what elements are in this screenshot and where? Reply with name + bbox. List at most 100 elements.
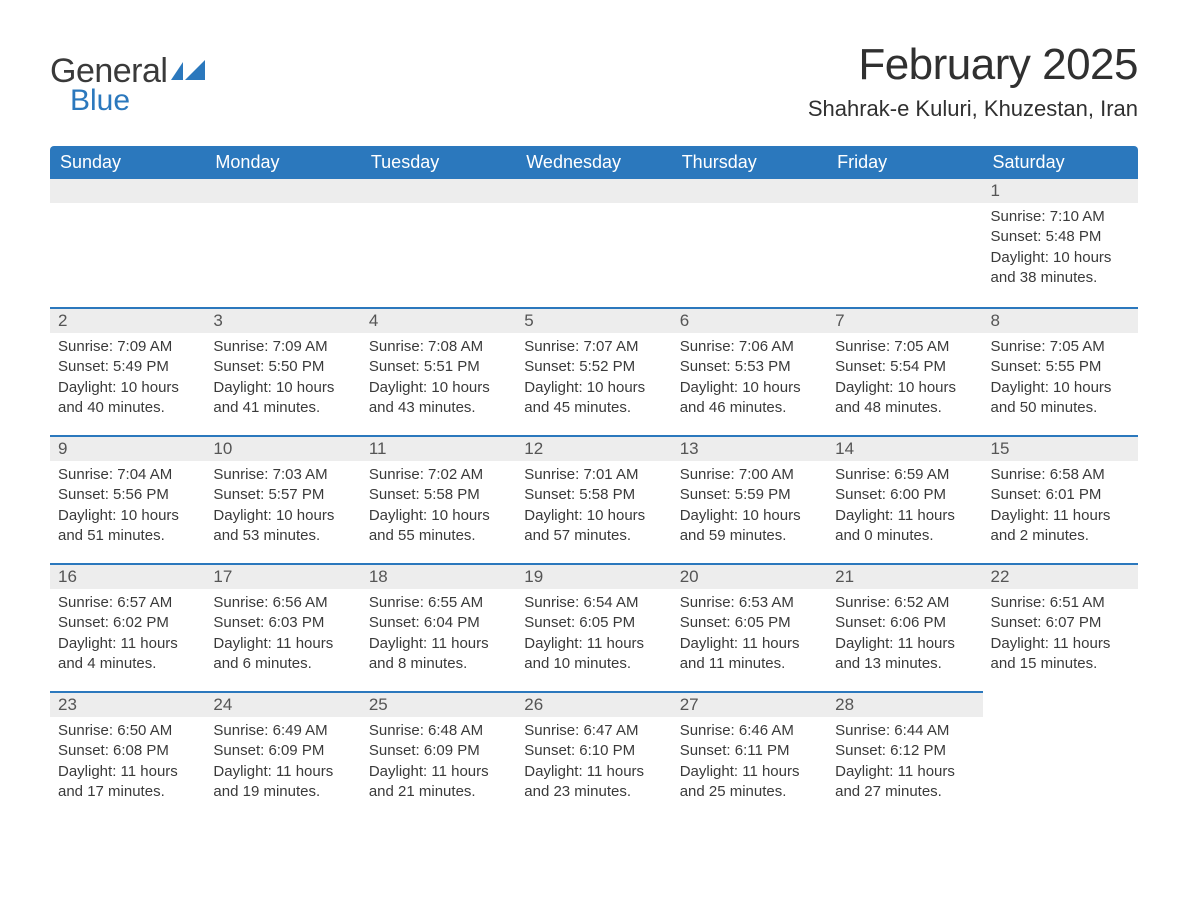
day-number: 16	[50, 563, 205, 589]
calendar-cell: 20 Sunrise: 6:53 AMSunset: 6:05 PMDayligh…	[672, 563, 827, 691]
calendar-cell: 6Sunrise: 7:06 AMSunset: 5:53 PMDaylight…	[672, 307, 827, 435]
page-header: General Blue February 2025 Shahrak-e Kul…	[50, 40, 1138, 122]
weekday-header: Monday	[205, 146, 360, 179]
calendar-cell: 3Sunrise: 7:09 AMSunset: 5:50 PMDaylight…	[205, 307, 360, 435]
calendar-cell: 16Sunrise: 6:57 AMSunset: 6:02 PMDayligh…	[50, 563, 205, 691]
day-number: 21	[827, 563, 982, 589]
calendar-cell: 24 Sunrise: 6:49 AMSunset: 6:09 PMDayligh…	[205, 691, 360, 819]
calendar-cell: 12 Sunrise: 7:01 AMSunset: 5:58 PMDayligh…	[516, 435, 671, 563]
calendar-page: General Blue February 2025 Shahrak-e Kul…	[0, 0, 1188, 869]
weekday-header: Friday	[827, 146, 982, 179]
day-number: 26	[516, 691, 671, 717]
title-block: February 2025 Shahrak-e Kuluri, Khuzesta…	[808, 40, 1138, 122]
day-number: 17	[205, 563, 360, 589]
day-details: Sunrise: 6:51 AMSunset: 6:07 PMDaylight:…	[991, 593, 1130, 674]
day-number: 20	[672, 563, 827, 589]
day-details: Sunrise: 6:54 AMSunset: 6:05 PMDaylight:…	[524, 593, 663, 674]
day-details: Sunrise: 7:08 AMSunset: 5:51 PMDaylight:…	[369, 337, 508, 418]
calendar-cell: 21 Sunrise: 6:52 AMSunset: 6:06 PMDayligh…	[827, 563, 982, 691]
day-details: Sunrise: 6:53 AMSunset: 6:05 PMDaylight:…	[680, 593, 819, 674]
calendar-cell: 15 Sunrise: 6:58 AMSunset: 6:01 PMDayligh…	[983, 435, 1138, 563]
day-details: Sunrise: 7:01 AMSunset: 5:58 PMDaylight:…	[524, 465, 663, 546]
day-details: Sunrise: 6:44 AMSunset: 6:12 PMDaylight:…	[835, 721, 974, 802]
calendar-cell: 25 Sunrise: 6:48 AMSunset: 6:09 PMDayligh…	[361, 691, 516, 819]
weekday-header: Wednesday	[516, 146, 671, 179]
day-number: 28	[827, 691, 982, 717]
day-details: Sunrise: 7:05 AMSunset: 5:55 PMDaylight:…	[991, 337, 1130, 418]
calendar-header-row: SundayMondayTuesdayWednesdayThursdayFrid…	[50, 146, 1138, 179]
calendar-cell: 7 Sunrise: 7:05 AMSunset: 5:54 PMDaylight…	[827, 307, 982, 435]
calendar-cell	[516, 179, 671, 307]
day-number: 4	[361, 307, 516, 333]
logo-text-general: General	[50, 54, 167, 88]
day-number: 6	[672, 307, 827, 333]
calendar-cell: 5 Sunrise: 7:07 AMSunset: 5:52 PMDaylight…	[516, 307, 671, 435]
day-details: Sunrise: 6:50 AMSunset: 6:08 PMDaylight:…	[58, 721, 197, 802]
day-number: 1	[983, 179, 1138, 203]
day-details: Sunrise: 7:09 AMSunset: 5:49 PMDaylight:…	[58, 337, 197, 418]
day-number: 27	[672, 691, 827, 717]
day-details: Sunrise: 7:05 AMSunset: 5:54 PMDaylight:…	[835, 337, 974, 418]
day-number: 19	[516, 563, 671, 589]
calendar-week-row: 1 Sunrise: 7:10 AMSunset: 5:48 PMDaylight…	[50, 179, 1138, 307]
day-details: Sunrise: 7:10 AMSunset: 5:48 PMDaylight:…	[991, 207, 1130, 288]
calendar-cell: 19 Sunrise: 6:54 AMSunset: 6:05 PMDayligh…	[516, 563, 671, 691]
day-details: Sunrise: 6:46 AMSunset: 6:11 PMDaylight:…	[680, 721, 819, 802]
day-details: Sunrise: 6:58 AMSunset: 6:01 PMDaylight:…	[991, 465, 1130, 546]
day-number: 22	[983, 563, 1138, 589]
day-details: Sunrise: 6:59 AMSunset: 6:00 PMDaylight:…	[835, 465, 974, 546]
day-number: 24	[205, 691, 360, 717]
day-number: 11	[361, 435, 516, 461]
calendar-cell	[361, 179, 516, 307]
calendar-cell: 2 Sunrise: 7:09 AMSunset: 5:49 PMDaylight…	[50, 307, 205, 435]
calendar-week-row: 23 Sunrise: 6:50 AMSunset: 6:08 PMDayligh…	[50, 691, 1138, 819]
calendar-cell: 9 Sunrise: 7:04 AMSunset: 5:56 PMDaylight…	[50, 435, 205, 563]
calendar-cell	[672, 179, 827, 307]
day-number: 3	[205, 307, 360, 333]
day-details: Sunrise: 7:04 AMSunset: 5:56 PMDaylight:…	[58, 465, 197, 546]
day-details: Sunrise: 6:48 AMSunset: 6:09 PMDaylight:…	[369, 721, 508, 802]
calendar-cell: 23 Sunrise: 6:50 AMSunset: 6:08 PMDayligh…	[50, 691, 205, 819]
day-number: 23	[50, 691, 205, 717]
day-number: 10	[205, 435, 360, 461]
calendar-cell	[205, 179, 360, 307]
weekday-header: Sunday	[50, 146, 205, 179]
calendar-cell	[983, 691, 1138, 819]
weekday-header: Tuesday	[361, 146, 516, 179]
day-details: Sunrise: 6:49 AMSunset: 6:09 PMDaylight:…	[213, 721, 352, 802]
calendar-cell: 22 Sunrise: 6:51 AMSunset: 6:07 PMDayligh…	[983, 563, 1138, 691]
day-number: 18	[361, 563, 516, 589]
day-number: 7	[827, 307, 982, 333]
day-number: 15	[983, 435, 1138, 461]
calendar-cell	[827, 179, 982, 307]
calendar-cell: 18 Sunrise: 6:55 AMSunset: 6:04 PMDayligh…	[361, 563, 516, 691]
calendar-cell: 4 Sunrise: 7:08 AMSunset: 5:51 PMDaylight…	[361, 307, 516, 435]
calendar-week-row: 16Sunrise: 6:57 AMSunset: 6:02 PMDayligh…	[50, 563, 1138, 691]
day-number: 12	[516, 435, 671, 461]
calendar-cell: 10 Sunrise: 7:03 AMSunset: 5:57 PMDayligh…	[205, 435, 360, 563]
calendar-cell	[50, 179, 205, 307]
day-number: 8	[983, 307, 1138, 333]
logo-text-blue: Blue	[70, 86, 205, 116]
day-details: Sunrise: 6:55 AMSunset: 6:04 PMDaylight:…	[369, 593, 508, 674]
calendar-cell: 8 Sunrise: 7:05 AMSunset: 5:55 PMDaylight…	[983, 307, 1138, 435]
calendar-cell: 27 Sunrise: 6:46 AMSunset: 6:11 PMDayligh…	[672, 691, 827, 819]
day-details: Sunrise: 6:52 AMSunset: 6:06 PMDaylight:…	[835, 593, 974, 674]
day-number: 5	[516, 307, 671, 333]
day-details: Sunrise: 6:56 AMSunset: 6:03 PMDaylight:…	[213, 593, 352, 674]
calendar-cell: 17 Sunrise: 6:56 AMSunset: 6:03 PMDayligh…	[205, 563, 360, 691]
day-details: Sunrise: 6:47 AMSunset: 6:10 PMDaylight:…	[524, 721, 663, 802]
day-number: 2	[50, 307, 205, 333]
day-details: Sunrise: 7:07 AMSunset: 5:52 PMDaylight:…	[524, 337, 663, 418]
day-number: 9	[50, 435, 205, 461]
calendar-cell: 13Sunrise: 7:00 AMSunset: 5:59 PMDayligh…	[672, 435, 827, 563]
day-number: 25	[361, 691, 516, 717]
location-subtitle: Shahrak-e Kuluri, Khuzestan, Iran	[808, 96, 1138, 122]
day-details: Sunrise: 7:00 AMSunset: 5:59 PMDaylight:…	[680, 465, 819, 546]
calendar-cell: 28 Sunrise: 6:44 AMSunset: 6:12 PMDayligh…	[827, 691, 982, 819]
day-number: 14	[827, 435, 982, 461]
weekday-header: Saturday	[983, 146, 1138, 179]
weekday-header: Thursday	[672, 146, 827, 179]
day-details: Sunrise: 7:03 AMSunset: 5:57 PMDaylight:…	[213, 465, 352, 546]
day-details: Sunrise: 7:02 AMSunset: 5:58 PMDaylight:…	[369, 465, 508, 546]
